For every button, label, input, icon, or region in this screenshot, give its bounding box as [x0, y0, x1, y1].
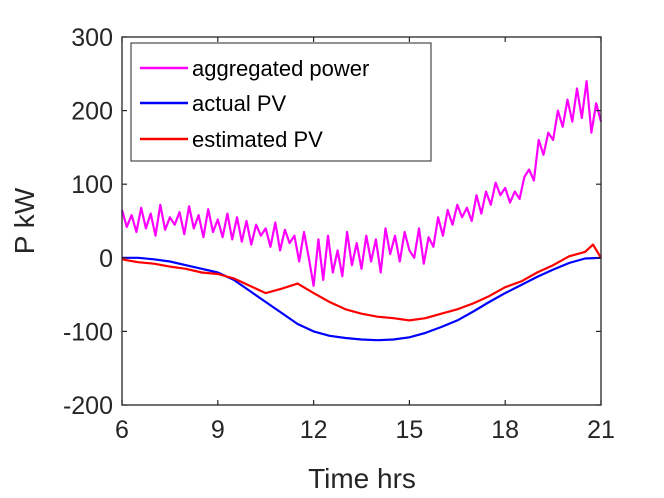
x-tick-label: 18: [491, 416, 519, 444]
y-axis-title: P kW: [9, 187, 40, 254]
series-line-actual-pv: [122, 256, 602, 342]
legend-label-actual-pv: actual PV: [192, 91, 286, 116]
y-tick-label: 100: [71, 171, 113, 199]
legend: aggregated power actual PV estimated PV: [130, 42, 432, 162]
series-line-estimated-pv: [121, 243, 602, 322]
x-tick-label: 9: [211, 416, 225, 444]
y-tick-label: 200: [71, 98, 113, 126]
tick-layer: 6 9 12 15 18 21 -200 -100 0 100 200 300: [63, 24, 615, 444]
x-tick-label: 6: [115, 416, 129, 444]
legend-label-aggregated-power: aggregated power: [192, 56, 369, 81]
plot-frame: [121, 36, 602, 406]
x-tick-label: 21: [587, 416, 615, 444]
y-tick-label: 300: [71, 24, 113, 52]
series-layer: [120, 80, 603, 342]
x-axis-title: Time hrs: [308, 463, 416, 494]
y-tick-label: -200: [63, 392, 113, 420]
y-tick-label: 0: [99, 245, 113, 273]
x-tick-label: 12: [300, 416, 328, 444]
series-line-aggregated-power: [120, 80, 603, 287]
legend-label-estimated-pv: estimated PV: [192, 127, 323, 152]
y-tick-label: -100: [63, 318, 113, 346]
x-tick-label: 15: [395, 416, 423, 444]
